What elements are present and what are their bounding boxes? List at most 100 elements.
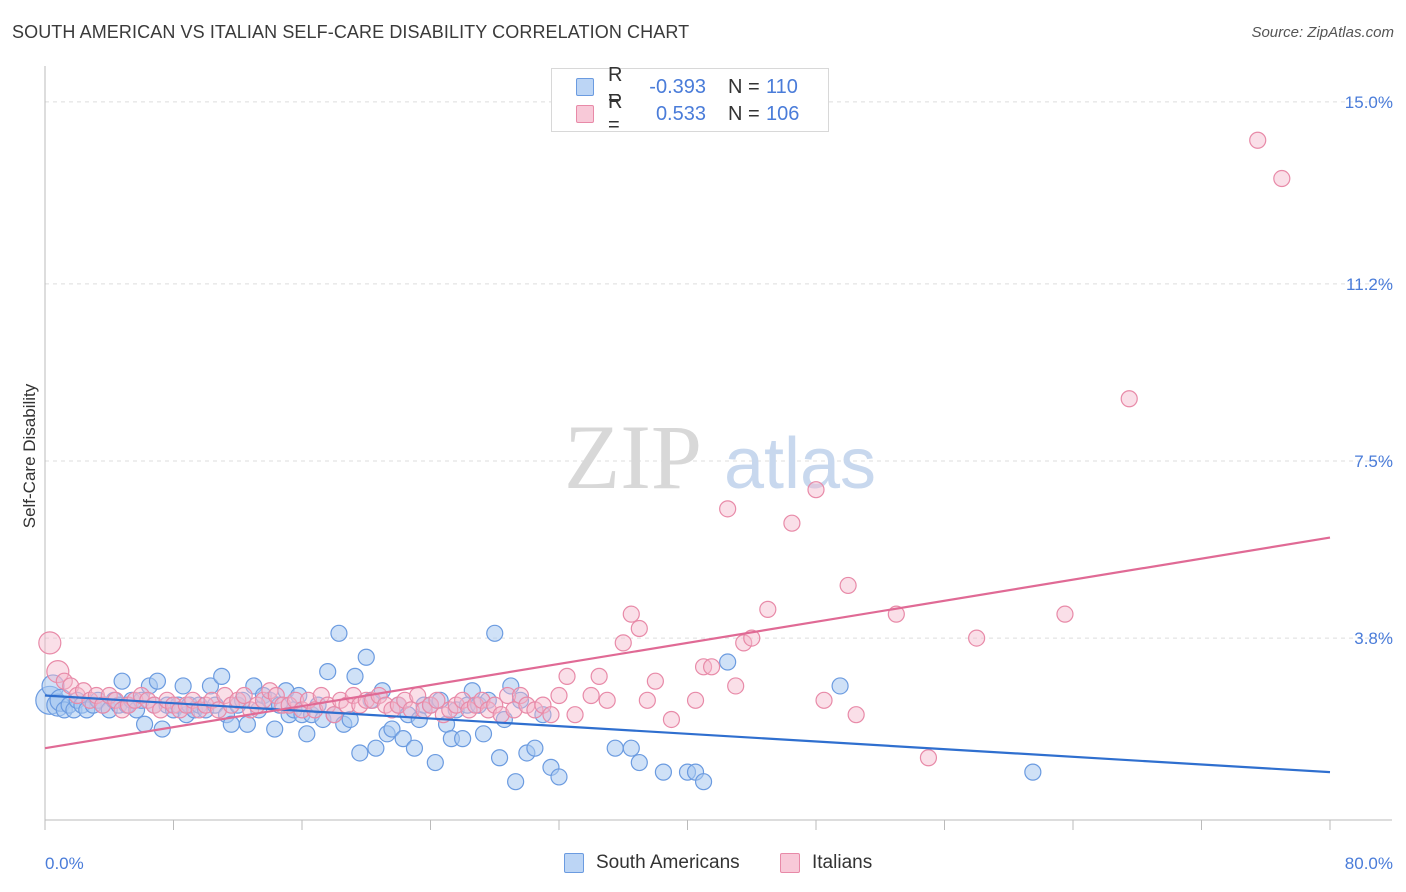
series-legend: South Americans Italians	[0, 852, 1406, 878]
data-point-italian	[454, 691, 472, 709]
grid-lines	[45, 101, 1392, 639]
legend-n-label: N =	[728, 75, 760, 98]
trend-line-south-americans	[44, 694, 1331, 774]
data-point-italian	[511, 686, 530, 705]
data-point-italian	[622, 605, 640, 623]
data-point-italian	[396, 691, 414, 709]
legend-row-italians: R = 0.533 N = 106	[576, 91, 800, 136]
chart-title: SOUTH AMERICAN VS ITALIAN SELF-CARE DISA…	[12, 22, 690, 42]
data-point-italian	[428, 691, 446, 709]
data-point-italian	[542, 706, 560, 724]
data-point-italian	[686, 691, 705, 709]
watermark-atlas: atlas	[724, 424, 876, 504]
legend-swatch-pink	[576, 105, 594, 123]
data-point-italian	[235, 686, 253, 705]
data-point-italian	[702, 658, 721, 676]
data-point-south-american	[319, 662, 337, 681]
data-point-italian	[614, 634, 632, 652]
data-point-south-american	[351, 744, 369, 762]
data-point-south-american	[606, 739, 624, 757]
data-point-italian	[919, 749, 938, 767]
data-point-south-american	[405, 739, 424, 757]
data-point-south-american	[694, 773, 713, 791]
data-point-south-american	[507, 773, 525, 791]
data-point-south-american	[654, 763, 673, 781]
data-point-south-american	[622, 739, 640, 757]
data-point-italian	[526, 701, 544, 719]
legend-label-south-americans: South Americans	[596, 852, 740, 873]
legend-item-south-americans[interactable]: South Americans	[564, 852, 740, 874]
data-point-south-american	[174, 677, 192, 695]
data-point-italian	[638, 691, 656, 709]
tick-labels: 3.8% 7.5% 11.2% 15.0% 0.0% 80.0%	[45, 93, 1393, 873]
data-point-italian	[505, 701, 523, 719]
legend-item-italians[interactable]: Italians	[780, 852, 872, 874]
legend-swatch-blue	[576, 78, 594, 96]
data-point-south-american	[490, 749, 509, 767]
data-point-italian	[325, 706, 343, 724]
data-point-south-american	[383, 720, 401, 738]
data-point-south-american	[719, 653, 737, 671]
data-point-south-american	[831, 677, 849, 695]
data-point-italian	[499, 686, 517, 705]
data-point-south-american	[213, 667, 231, 685]
data-point-south-american	[238, 715, 256, 733]
data-point-italian	[646, 672, 664, 690]
data-point-south-american	[266, 720, 284, 738]
data-point-italian	[473, 691, 491, 709]
data-point-italian	[759, 600, 777, 618]
series-italians	[38, 131, 1291, 767]
data-point-italian	[286, 691, 305, 709]
legend-row-south-americans: R = -0.393 N = 110	[576, 64, 798, 109]
trend-line-italians	[44, 536, 1331, 750]
legend-n-value: 106	[766, 102, 800, 125]
data-point-italian	[727, 677, 745, 695]
watermark-zip: ZIP	[564, 406, 702, 508]
data-point-italian	[590, 667, 608, 685]
legend-r-value: 0.533	[655, 102, 706, 125]
data-point-italian	[1249, 131, 1267, 149]
data-point-south-american	[298, 725, 316, 743]
legend-r-value: -0.393	[649, 75, 706, 98]
correlation-legend: R = -0.393 N = 110 R = 0.533 N = 106	[551, 64, 829, 136]
data-point-italian	[486, 696, 504, 714]
data-point-south-american	[1024, 763, 1042, 781]
data-point-italian	[1273, 169, 1291, 188]
data-point-south-american	[526, 739, 544, 757]
data-point-italian	[630, 619, 648, 638]
data-point-italian	[735, 634, 753, 652]
data-point-south-american	[426, 753, 444, 772]
x-tick-label: 80.0%	[1345, 854, 1393, 873]
legend-r-label: R =	[608, 91, 623, 136]
y-tick-label: 7.5%	[1354, 452, 1393, 471]
watermark: ZIP atlas	[564, 406, 876, 508]
y-tick-label: 15.0%	[1345, 93, 1393, 112]
legend-label-italians: Italians	[812, 852, 873, 873]
data-point-italian	[662, 710, 681, 729]
trend-lines	[44, 536, 1331, 774]
data-point-italian	[550, 686, 568, 705]
legend-n-label: N =	[728, 102, 760, 125]
data-point-south-american	[454, 730, 472, 748]
data-point-italian	[847, 706, 865, 724]
data-point-italian	[267, 686, 285, 705]
data-point-italian	[783, 514, 801, 532]
source-label: Source: ZipAtlas.com	[1251, 24, 1394, 41]
legend-swatch-blue	[564, 853, 584, 873]
data-point-italian	[38, 631, 62, 655]
data-point-italian	[1056, 605, 1074, 623]
legend-r-label: R =	[608, 64, 623, 109]
data-point-south-american	[201, 677, 220, 695]
data-point-south-american	[346, 667, 364, 685]
data-point-south-american	[394, 730, 412, 748]
data-point-italian	[719, 500, 737, 518]
data-point-south-american	[630, 753, 648, 772]
legend-n-value: 110	[766, 75, 798, 98]
data-point-italian	[582, 686, 600, 705]
data-point-south-american	[148, 672, 167, 690]
data-point-italian	[815, 691, 833, 709]
data-point-south-american	[341, 710, 359, 729]
data-point-south-american	[486, 624, 504, 642]
data-point-italian	[94, 696, 112, 714]
